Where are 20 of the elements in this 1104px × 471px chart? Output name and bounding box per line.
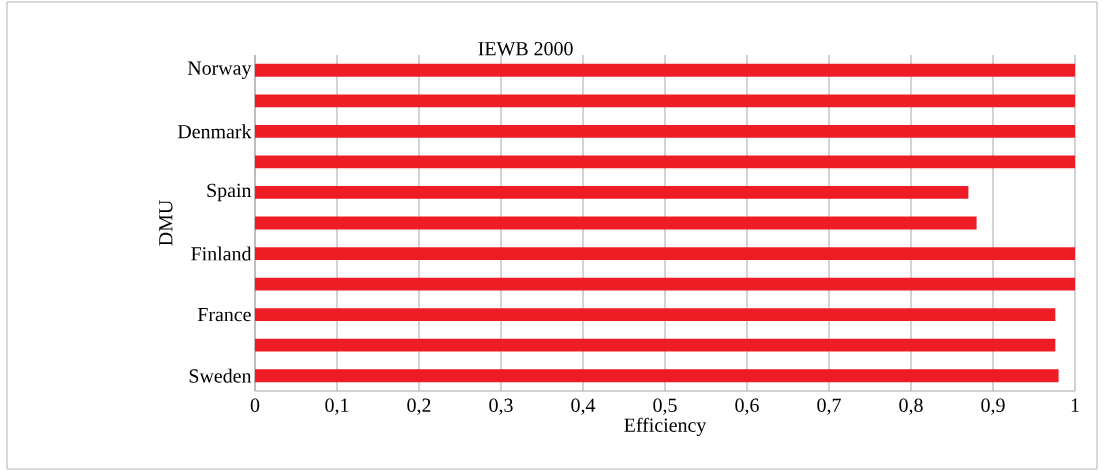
y-tick-label: Spain: [207, 183, 252, 202]
y-tick-label: Norway: [187, 61, 252, 79]
x-tick-label: 0,7: [817, 398, 841, 415]
y-tick-label: Sweden: [189, 368, 252, 383]
x-tick-label: 0,4: [571, 398, 596, 415]
x-axis-title: Efficiency: [624, 417, 707, 437]
y-tick-label: Finland: [191, 246, 252, 261]
y-tick-label: France: [197, 308, 251, 322]
y-tick-label: Denmark: [177, 124, 252, 139]
x-tick-label: 0,5: [653, 398, 677, 415]
x-tick-label: 0: [250, 398, 260, 412]
chart-title: IEWB 2000: [478, 41, 573, 56]
x-tick-label: 0,3: [489, 398, 513, 415]
x-tick-label: 0,1: [325, 398, 349, 415]
x-tick-label: 0,6: [735, 398, 759, 415]
y-axis-title: DMU: [159, 200, 173, 246]
x-tick-label: 0,2: [407, 398, 431, 415]
x-tick-label: 1: [1071, 398, 1079, 412]
x-tick-label: 0,8: [899, 398, 923, 415]
x-tick-label: 0,9: [981, 398, 1005, 415]
